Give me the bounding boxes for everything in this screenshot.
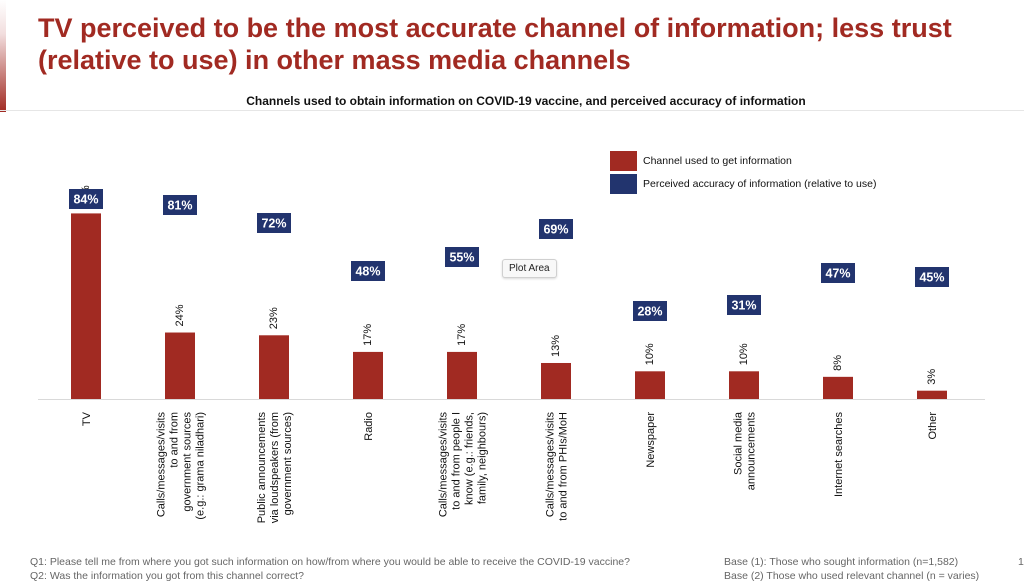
page-number: 1 [1018, 556, 1024, 568]
bar-channel-0 [71, 213, 101, 399]
chart-legend: Channel used to get information Perceive… [610, 150, 876, 196]
legend-item-channel: Channel used to get information [610, 150, 876, 172]
category-label-line: via loudspeakers (from [269, 412, 281, 523]
footer-base-1: Base (1): Those who sought information (… [724, 556, 959, 568]
category-label-5: Calls/messages/visitsto and from PHIs/Mo… [545, 412, 570, 521]
title-divider [0, 110, 1024, 111]
category-label-line: Social media [733, 411, 745, 475]
bar-label-channel-9: 3% [926, 369, 938, 385]
bar-channel-5 [541, 362, 571, 399]
bar-label-channel-1: 24% [174, 304, 186, 326]
legend-swatch-accuracy [610, 174, 637, 194]
category-label-line: government sources) [282, 412, 294, 515]
legend-item-accuracy: Perceived accuracy of information (relat… [610, 173, 876, 195]
bar-label-channel-3: 17% [362, 324, 374, 346]
bar-channel-7 [729, 371, 759, 399]
accuracy-label-2: 72% [261, 217, 286, 231]
accuracy-badge-1 [163, 195, 197, 215]
bar-label-channel-6: 10% [644, 343, 656, 365]
title-accent-bar [0, 0, 6, 112]
category-label-line: Calls/messages/visits [438, 412, 450, 518]
chart-title: Channels used to obtain information on C… [246, 94, 806, 108]
category-label-line: to and from [169, 412, 181, 468]
accuracy-label-4: 55% [449, 251, 474, 265]
category-label-3: Radio [363, 412, 375, 441]
category-label-6: Newspaper [645, 412, 657, 468]
accuracy-label-3: 48% [355, 265, 380, 279]
category-label-line: family, neighbours) [477, 412, 489, 504]
bar-label-channel-7: 10% [738, 343, 750, 365]
bar-channel-2 [259, 335, 289, 399]
bar-channel-6 [635, 371, 665, 399]
accuracy-label-7: 31% [731, 299, 756, 313]
category-label-0: TV [81, 411, 93, 426]
category-label-line: to and from PHIs/MoH [558, 412, 570, 521]
plot-area-tooltip: Plot Area [502, 259, 557, 278]
accuracy-label-1: 81% [167, 199, 192, 213]
category-label-line: government sources [182, 412, 194, 512]
slide-title: TV perceived to be the most accurate cha… [38, 13, 952, 75]
accuracy-badge-4 [445, 247, 479, 267]
category-label-line: announcements [746, 412, 758, 491]
footer-base-2: Base (2) Those who used relevant channel… [724, 570, 980, 582]
category-label-line: know (e.g.: friends, [464, 412, 476, 505]
bar-channel-4 [447, 351, 477, 399]
category-label-line: Calls/messages/visits [545, 412, 557, 518]
accuracy-badge-3 [351, 261, 385, 281]
bar-channel-1 [165, 332, 195, 399]
category-label-9: Other [927, 412, 939, 440]
accuracy-badge-9 [915, 267, 949, 287]
category-label-line: Newspaper [645, 412, 657, 468]
category-label-line: Other [927, 412, 939, 440]
accuracy-label-0: 84% [73, 193, 98, 207]
bar-channel-3 [353, 351, 383, 399]
legend-swatch-channel [610, 151, 637, 171]
accuracy-badge-2 [257, 213, 291, 233]
bar-label-channel-2: 23% [268, 307, 280, 329]
legend-label-accuracy: Perceived accuracy of information (relat… [643, 178, 877, 190]
category-label-2: Public announcementsvia loudspeakers (fr… [256, 412, 294, 524]
category-label-line: (e.g.: grama niladhari) [195, 412, 207, 520]
footer-question-2: Q2: Was the information you got from thi… [30, 570, 304, 582]
bar-label-channel-8: 8% [832, 355, 844, 371]
accuracy-label-9: 45% [919, 271, 944, 285]
bar-channel-9 [917, 390, 947, 399]
category-label-4: Calls/messages/visitsto and from people … [438, 412, 489, 518]
category-label-line: TV [81, 411, 93, 426]
category-label-7: Social mediaannouncements [733, 411, 758, 490]
category-label-line: Public announcements [256, 412, 268, 524]
category-label-8: Internet searches [833, 412, 845, 497]
category-label-line: Internet searches [833, 412, 845, 497]
accuracy-label-8: 47% [825, 267, 850, 281]
accuracy-badge-0 [69, 189, 103, 209]
accuracy-badge-8 [821, 263, 855, 283]
accuracy-badge-6 [633, 301, 667, 321]
category-label-line: Radio [363, 412, 375, 441]
bar-label-channel-4: 17% [456, 324, 468, 346]
legend-label-channel: Channel used to get information [643, 155, 792, 167]
bar-channel-8 [823, 376, 853, 399]
category-label-1: Calls/messages/visitsto and fromgovernme… [156, 412, 207, 520]
accuracy-label-5: 69% [543, 223, 568, 237]
accuracy-badge-7 [727, 295, 761, 315]
bar-label-channel-5: 13% [550, 335, 562, 357]
category-label-line: Calls/messages/visits [156, 412, 168, 518]
accuracy-badge-5 [539, 219, 573, 239]
footer-question-1: Q1: Please tell me from where you got su… [30, 556, 630, 568]
category-label-line: to and from people I [451, 412, 463, 510]
accuracy-label-6: 28% [637, 305, 662, 319]
